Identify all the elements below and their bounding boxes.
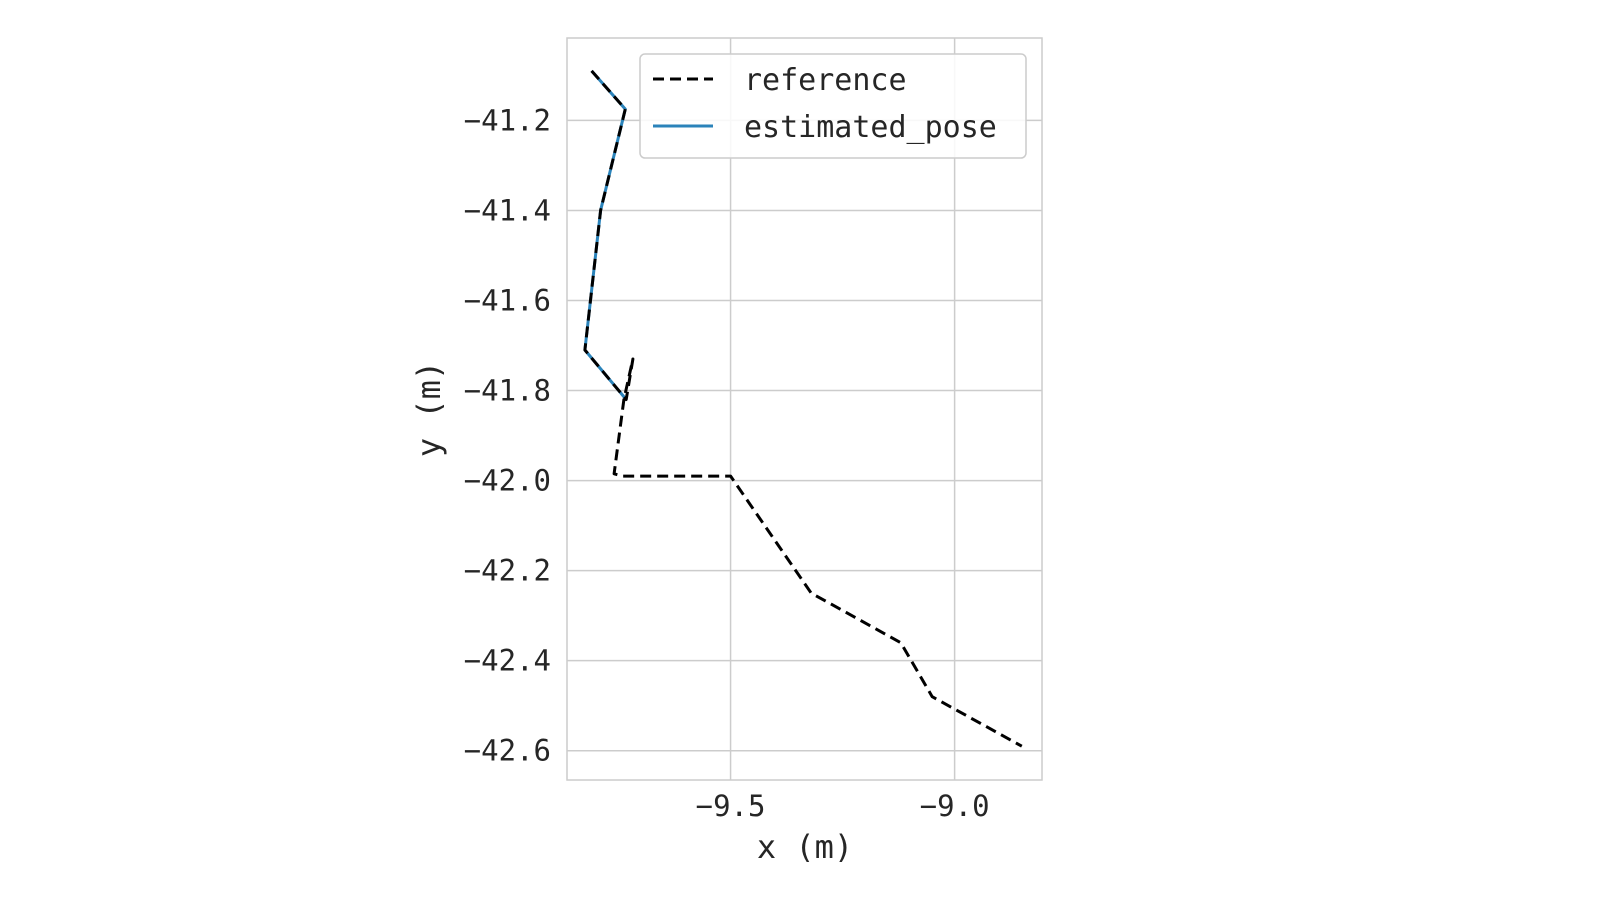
grid-lines (567, 38, 1042, 780)
plot-area (566, 37, 1043, 781)
tick-labels: −9.5 −9.0 −41.2 −41.4 −41.6 −41.8 −42.0 −42.2 −4… (464, 103, 990, 823)
y-axis-label: y (m) (410, 361, 448, 457)
legend-estimated-pose-label: estimated_pose (744, 110, 997, 145)
y-tick-label: −41.2 (464, 103, 551, 137)
x-axis-label: x (m) (757, 828, 853, 866)
y-tick-label: −42.2 (464, 554, 551, 588)
reference-line (583, 69, 1023, 748)
x-tick-label: −9.5 (696, 789, 766, 823)
y-tick-label: −42.0 (464, 464, 551, 498)
legend-box (639, 53, 1027, 159)
legend: reference estimated_pose (639, 53, 1027, 159)
x-tick-label: −9.0 (920, 789, 990, 823)
y-tick-label: −41.8 (464, 374, 551, 408)
y-tick-label: −41.4 (464, 193, 551, 227)
series-layer (583, 69, 1023, 748)
y-tick-label: −42.6 (464, 734, 551, 768)
legend-reference-label: reference (744, 63, 907, 98)
y-tick-label: −41.6 (464, 283, 551, 317)
y-tick-label: −42.4 (464, 644, 551, 678)
